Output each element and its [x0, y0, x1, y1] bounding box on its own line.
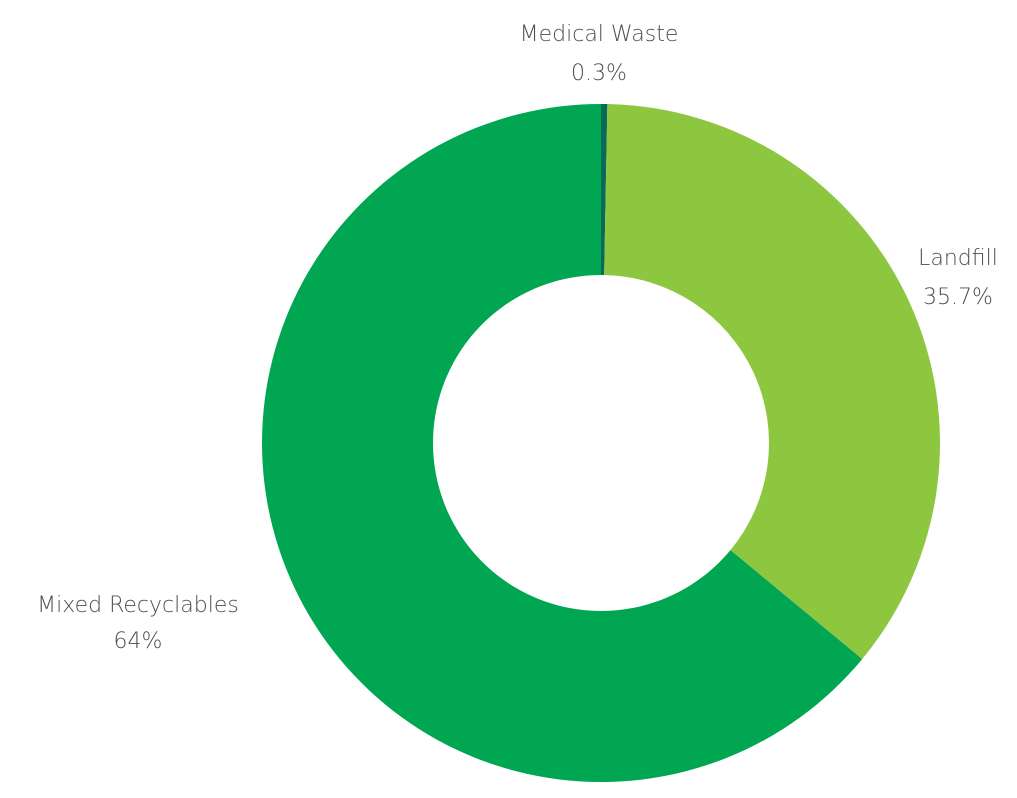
slice-label-mixed-recyclables-name: Mixed Recyclables	[37, 593, 239, 618]
slice-label-mixed-recyclables-value: 64%	[114, 629, 163, 654]
slice-mixed-recyclables	[261, 104, 863, 782]
label-landfill: Landfill 35.7%	[918, 246, 998, 310]
label-mixed-recyclables: Mixed Recyclables 64%	[37, 593, 239, 654]
slice-label-medical-waste-name: Medical Waste	[520, 22, 679, 47]
slice-label-medical-waste-value: 0.3%	[571, 61, 627, 86]
slice-medical-waste	[601, 104, 608, 276]
slice-label-landfill-name: Landfill	[918, 246, 998, 271]
slices-group	[261, 104, 940, 782]
slice-landfill	[604, 104, 940, 660]
label-medical-waste: Medical Waste 0.3%	[520, 22, 679, 86]
slice-label-landfill-value: 35.7%	[923, 285, 993, 310]
